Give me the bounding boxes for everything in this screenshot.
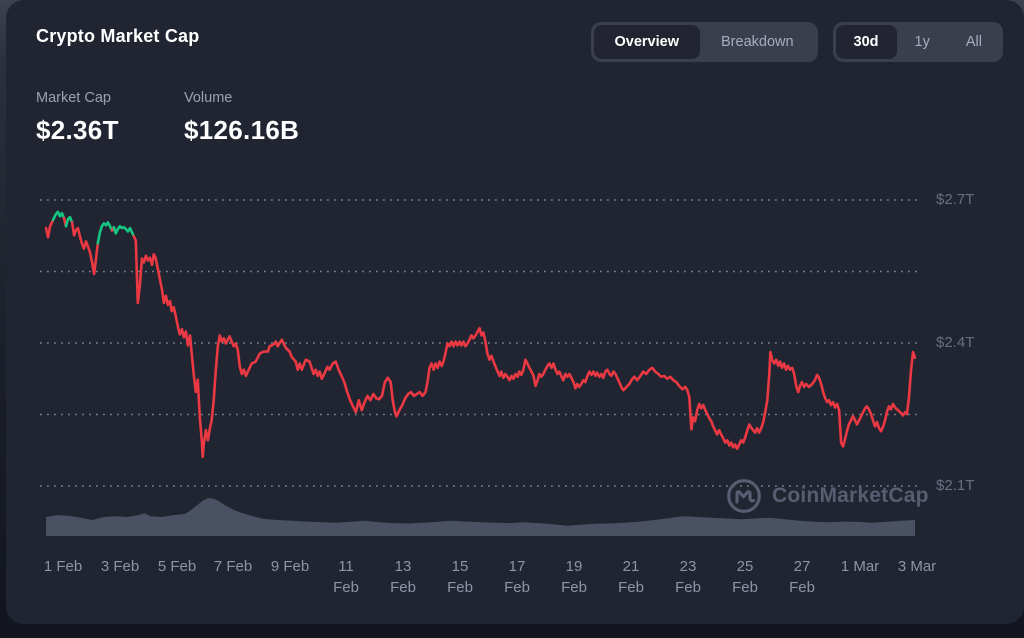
- x-axis-tick-label: 5 Feb: [157, 558, 197, 575]
- price-line-up-segment: [64, 215, 74, 228]
- volume-stat-value: $126.16B: [184, 115, 300, 145]
- price-line-down-segment: [44, 218, 55, 239]
- page-title: Crypto Market Cap: [36, 26, 200, 46]
- range-1y-button[interactable]: 1y: [897, 25, 948, 59]
- x-axis-tick-label: 13 Feb: [390, 558, 416, 596]
- volume-stat: Volume $126.16B: [184, 90, 332, 146]
- volume-area: [46, 498, 915, 536]
- x-axis-tick-label: 7 Feb: [213, 558, 253, 575]
- range-30d-button[interactable]: 30d: [835, 25, 897, 59]
- volume-stat-label: Volume: [184, 90, 233, 106]
- x-axis-tick-label: 27 Feb: [789, 558, 815, 596]
- market-cap-stat-value: $2.36T: [36, 115, 119, 145]
- view-toggle: Overview Breakdown: [590, 22, 818, 62]
- x-axis-tick-label: 19 Feb: [561, 558, 587, 596]
- market-cap-stat: Market Cap $2.36T: [36, 90, 184, 146]
- price-line-up-segment: [112, 224, 136, 238]
- x-axis-tick-label: 1 Mar: [840, 558, 880, 575]
- x-axis-tick-label: 25 Feb: [732, 558, 758, 596]
- chart-controls: Overview Breakdown 30d 1y All: [590, 22, 1003, 62]
- x-axis-tick-label: 3 Feb: [100, 558, 140, 575]
- price-line-up-segment: [96, 221, 114, 245]
- price-line-up-segment: [51, 210, 66, 222]
- tab-overview[interactable]: Overview: [593, 25, 700, 59]
- market-cap-stat-label: Market Cap: [36, 90, 111, 106]
- x-axis-tick-label: 17 Feb: [504, 558, 530, 596]
- range-all-button[interactable]: All: [948, 25, 1000, 59]
- range-toggle: 30d 1y All: [832, 22, 1003, 62]
- x-axis-tick-label: 3 Mar: [897, 558, 937, 575]
- x-axis-tick-label: 9 Feb: [270, 558, 310, 575]
- stats-row: Market Cap $2.36T Volume $126.16B: [36, 90, 332, 146]
- y-axis-tick-label: $2.4T: [936, 334, 975, 351]
- market-cap-card: Crypto Market Cap Overview Breakdown 30d…: [6, 0, 1024, 624]
- x-axis-tick-label: 1 Feb: [43, 558, 83, 575]
- tab-breakdown[interactable]: Breakdown: [700, 25, 815, 59]
- price-line-down-segment: [132, 234, 917, 459]
- x-axis-tick-label: 15 Feb: [447, 558, 473, 596]
- x-axis-tick-label: 11 Feb: [333, 558, 359, 596]
- x-axis-tick-label: 21 Feb: [618, 558, 644, 596]
- coinmarketcap-watermark: CoinMarketCap: [726, 477, 929, 515]
- y-axis-tick-label: $2.1T: [936, 477, 975, 494]
- y-axis-tick-label: $2.7T: [936, 191, 975, 208]
- watermark-text: CoinMarketCap: [772, 484, 929, 507]
- price-line-down-segment: [70, 221, 100, 276]
- coinmarketcap-logo-icon: [727, 479, 761, 513]
- x-axis-tick-label: 23 Feb: [675, 558, 701, 596]
